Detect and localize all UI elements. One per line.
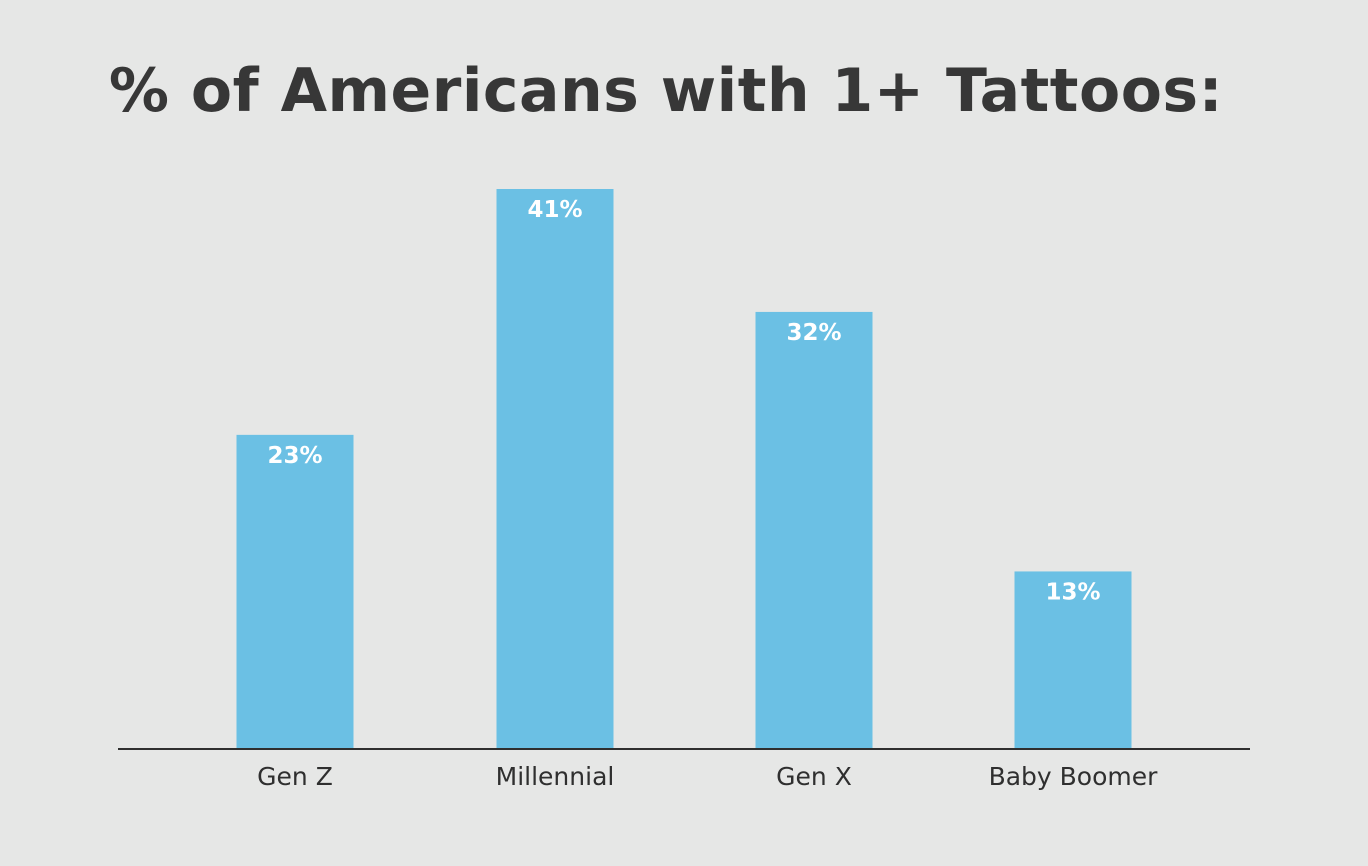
category-label: Millennial [496,762,615,791]
category-label: Baby Boomer [989,762,1159,791]
bar-baby-boomer [1014,571,1132,749]
data-label: 41% [527,197,582,223]
bar-gen-z [236,434,354,749]
data-label: 32% [786,320,841,346]
category-label: Gen Z [257,762,333,791]
data-label: 13% [1045,579,1100,605]
chart-title: % of Americans with 1+ Tattoos: [108,56,1224,126]
bar-millennial [496,189,614,749]
bar-gen-x [755,311,873,749]
data-label: 23% [267,443,322,469]
category-label: Gen X [776,762,852,791]
